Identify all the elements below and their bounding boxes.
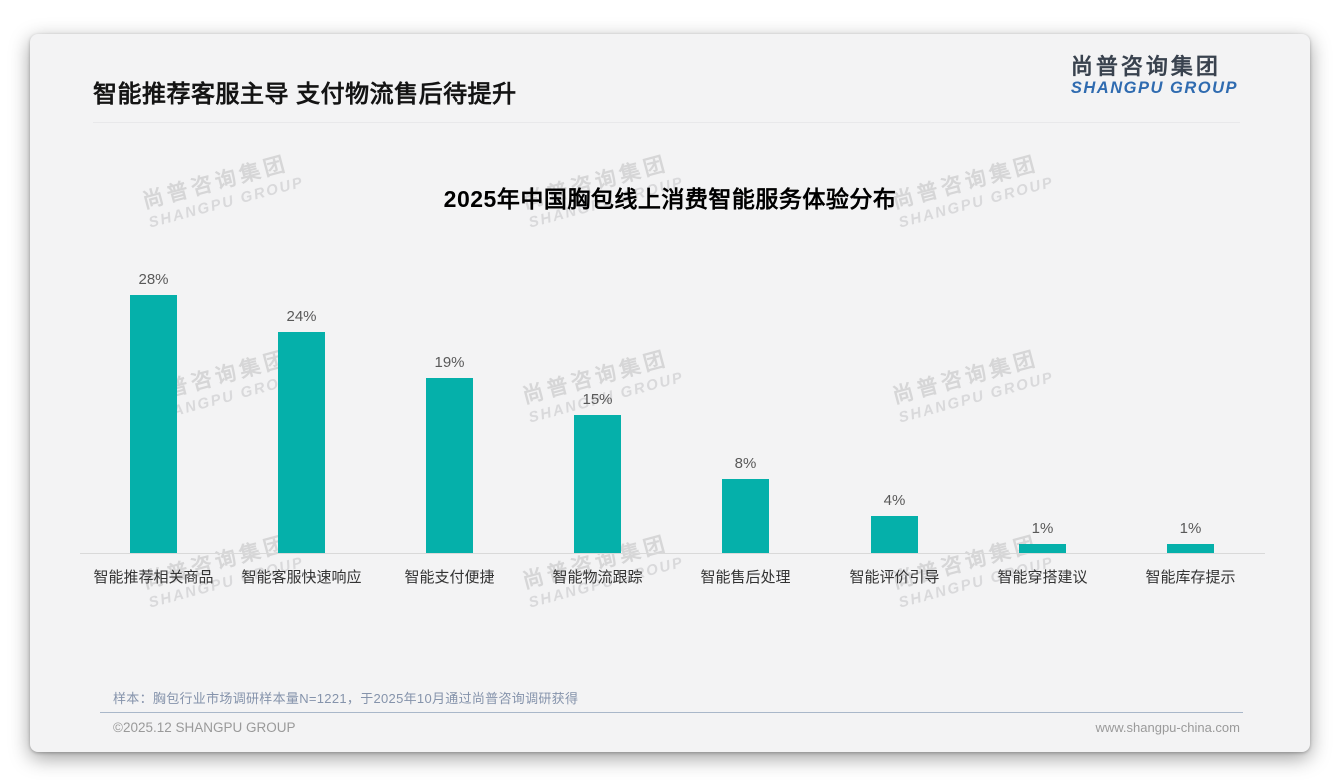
bar-group: 15% 智能物流跟踪: [524, 254, 671, 586]
shangpu-logo: 尚普咨询集团 SHANGPU GROUP: [1071, 54, 1238, 98]
bar: [1019, 544, 1066, 553]
report-slide-card: 智能推荐客服主导 支付物流售后待提升 尚普咨询集团 SHANGPU GROUP …: [30, 34, 1310, 752]
bar-category-label: 智能支付便捷: [404, 569, 495, 586]
copyright-text: ©2025.12 SHANGPU GROUP: [113, 720, 296, 735]
bar-group: 1% 智能穿搭建议: [969, 254, 1116, 586]
logo-chinese-text: 尚普咨询集团: [1070, 54, 1221, 79]
bar-category-label: 智能评价引导: [849, 569, 940, 586]
bar: [426, 378, 473, 553]
sample-note: 样本：胸包行业市场调研样本量N=1221，于2025年10月通过尚普咨询调研获得: [113, 691, 579, 706]
bar-value-label: 19%: [434, 354, 465, 371]
bar: [871, 516, 918, 553]
bar-value-label: 1%: [1179, 520, 1202, 537]
bar: [574, 415, 621, 553]
bar-group: 4% 智能评价引导: [821, 254, 968, 586]
bar-value-label: 15%: [582, 391, 613, 408]
bar-category-label: 智能客服快速响应: [241, 569, 362, 586]
bar-chart-plot-area: 28% 智能推荐相关商品 24% 智能客服快速响应 19% 智能支付便捷 15% 智能物流跟踪…: [80, 254, 1265, 586]
bar-group: 19% 智能支付便捷: [376, 254, 523, 586]
bar-category-label: 智能售后处理: [700, 569, 791, 586]
bar-value-label: 24%: [286, 308, 317, 325]
bar-group: 1% 智能库存提示: [1117, 254, 1264, 586]
bar: [278, 332, 325, 553]
logo-english-text: SHANGPU GROUP: [1070, 79, 1238, 98]
bar-value-label: 4%: [883, 492, 906, 509]
footer-divider: [100, 712, 1243, 713]
bar-group: 8% 智能售后处理: [672, 254, 819, 586]
bar: [722, 479, 769, 553]
bar-category-label: 智能库存提示: [1145, 569, 1236, 586]
bar: [1167, 544, 1214, 553]
bar-value-label: 1%: [1031, 520, 1054, 537]
bar-category-label: 智能推荐相关商品: [93, 569, 214, 586]
bar-value-label: 28%: [138, 271, 169, 288]
website-text: www.shangpu-china.com: [1095, 720, 1240, 735]
bar-group: 28% 智能推荐相关商品: [80, 254, 227, 586]
chart-title: 2025年中国胸包线上消费智能服务体验分布: [443, 186, 897, 212]
bar-value-label: 8%: [734, 455, 757, 472]
page-title: 智能推荐客服主导 支付物流售后待提升: [93, 81, 517, 108]
bar: [130, 295, 177, 553]
bar-category-label: 智能物流跟踪: [552, 569, 643, 586]
bar-category-label: 智能穿搭建议: [997, 569, 1088, 586]
title-divider: [93, 122, 1240, 123]
bar-group: 24% 智能客服快速响应: [228, 254, 375, 586]
